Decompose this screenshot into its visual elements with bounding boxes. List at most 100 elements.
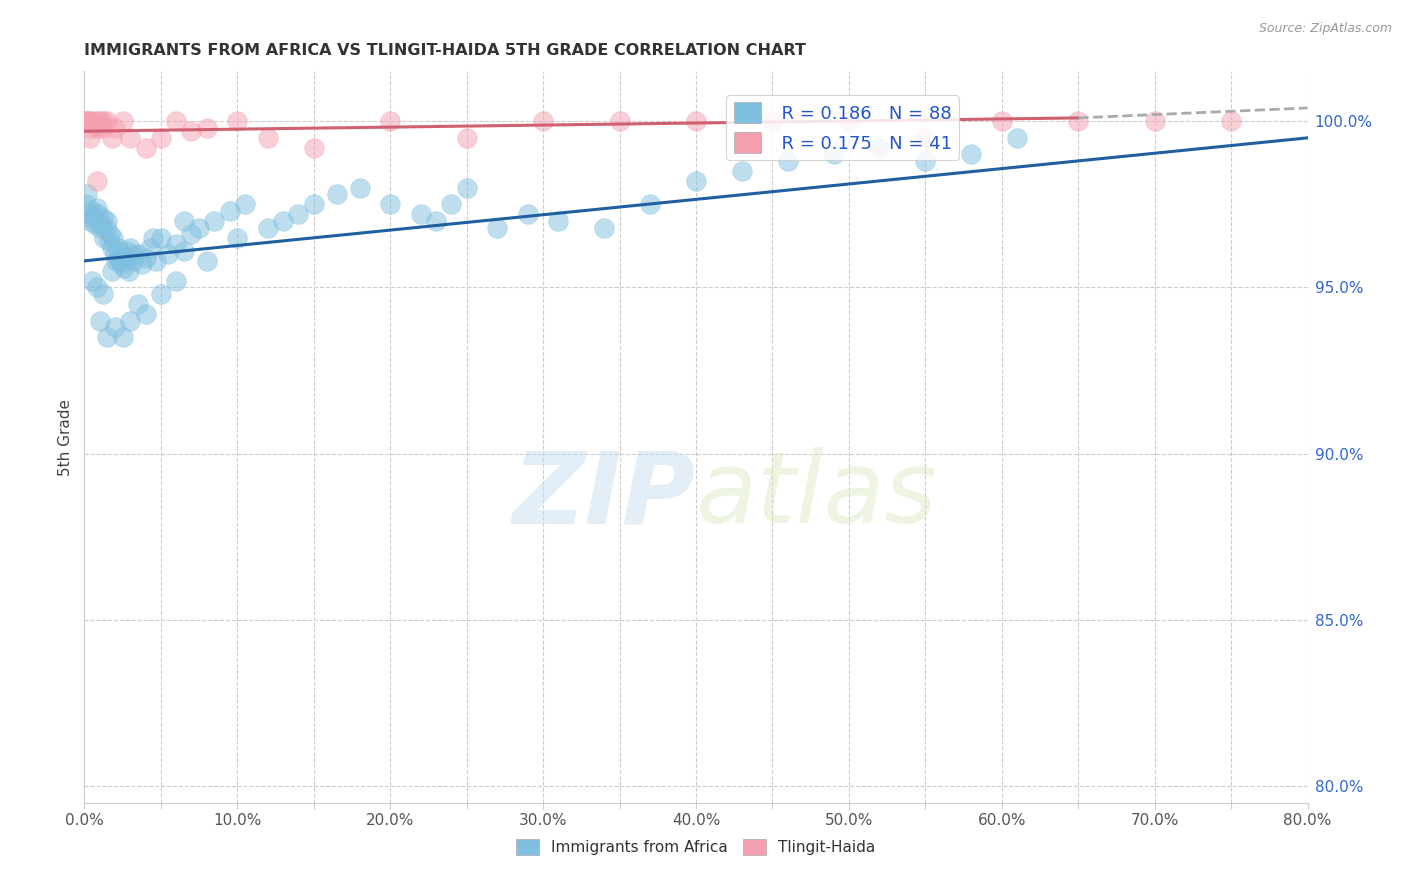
Point [731, 164, 754, 178]
Point [180, 124, 202, 138]
Point [114, 251, 136, 265]
Point [776, 154, 799, 169]
Point [226, 230, 249, 244]
Point [638, 197, 661, 211]
Point [1067, 114, 1090, 128]
Point [609, 114, 631, 128]
Point [380, 197, 402, 211]
Point [302, 197, 325, 211]
Point [531, 114, 554, 128]
Point [91, 211, 114, 225]
Point [122, 253, 145, 268]
Point [111, 247, 134, 261]
Point [90, 118, 112, 132]
Point [77, 207, 100, 221]
Point [165, 274, 187, 288]
Point [823, 147, 845, 161]
Point [83, 118, 105, 132]
Point [960, 147, 983, 161]
Point [104, 320, 127, 334]
Point [440, 197, 463, 211]
Point [86, 280, 108, 294]
Point [142, 230, 165, 244]
Point [409, 207, 432, 221]
Point [202, 214, 225, 228]
Point [486, 220, 509, 235]
Point [685, 114, 707, 128]
Legend: Immigrants from Africa, Tlingit-Haida: Immigrants from Africa, Tlingit-Haida [510, 833, 882, 861]
Point [80, 274, 103, 288]
Point [75, 114, 97, 128]
Point [233, 197, 256, 211]
Point [98, 227, 121, 242]
Point [149, 287, 172, 301]
Point [101, 131, 124, 145]
Point [108, 253, 131, 268]
Point [90, 217, 112, 231]
Point [425, 214, 447, 228]
Point [111, 114, 134, 128]
Point [271, 214, 294, 228]
Point [89, 114, 111, 128]
Point [135, 141, 157, 155]
Point [79, 131, 101, 145]
Point [97, 234, 120, 248]
Point [287, 207, 309, 221]
Point [761, 114, 783, 128]
Point [86, 201, 108, 215]
Point [380, 114, 402, 128]
Point [87, 207, 110, 221]
Point [83, 211, 105, 225]
Point [108, 251, 131, 265]
Point [593, 220, 616, 235]
Point [76, 114, 98, 128]
Point [131, 257, 153, 271]
Point [149, 131, 172, 145]
Point [127, 297, 149, 311]
Point [79, 214, 101, 228]
Point [86, 174, 108, 188]
Point [89, 220, 111, 235]
Point [218, 204, 240, 219]
Point [127, 247, 149, 261]
Point [101, 264, 124, 278]
Point [120, 241, 142, 255]
Point [103, 230, 125, 244]
Point [149, 230, 172, 244]
Point [111, 330, 134, 344]
Point [180, 227, 202, 242]
Point [914, 131, 936, 145]
Point [257, 220, 280, 235]
Point [135, 307, 157, 321]
Text: ZIP: ZIP [513, 447, 696, 544]
Point [188, 220, 211, 235]
Point [120, 314, 142, 328]
Point [226, 114, 249, 128]
Point [107, 241, 129, 255]
Point [157, 247, 180, 261]
Point [349, 180, 371, 194]
Point [101, 241, 124, 255]
Point [79, 120, 101, 135]
Point [145, 253, 167, 268]
Text: Source: ZipAtlas.com: Source: ZipAtlas.com [1258, 22, 1392, 36]
Point [77, 114, 100, 128]
Point [165, 114, 187, 128]
Point [456, 131, 478, 145]
Point [195, 120, 218, 135]
Point [105, 253, 128, 268]
Point [84, 114, 107, 128]
Point [302, 141, 325, 155]
Point [87, 114, 110, 128]
Point [104, 247, 127, 261]
Point [76, 187, 98, 202]
Point [869, 141, 891, 155]
Point [91, 287, 114, 301]
Point [173, 244, 195, 258]
Y-axis label: 5th Grade: 5th Grade [58, 399, 73, 475]
Point [94, 220, 117, 235]
Point [838, 114, 860, 128]
Point [112, 260, 135, 275]
Point [165, 237, 187, 252]
Point [1143, 114, 1166, 128]
